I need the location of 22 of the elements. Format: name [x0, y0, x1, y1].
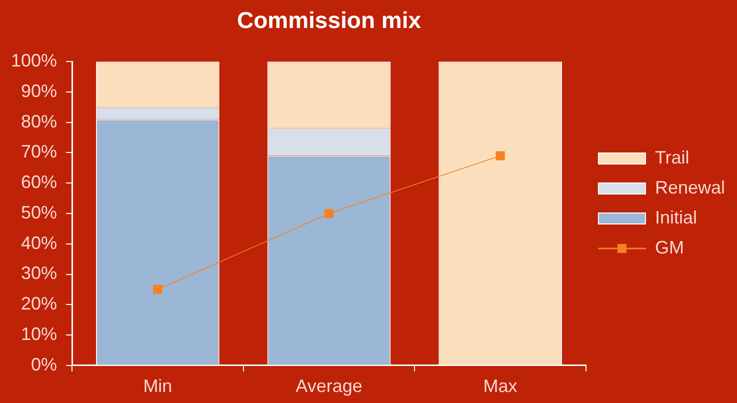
y-tick-label: 0%: [31, 354, 58, 374]
y-tick-label: 70%: [21, 142, 58, 162]
legend-label: Initial: [654, 207, 697, 228]
y-tick-label: 10%: [21, 324, 58, 344]
y-tick-label: 50%: [21, 202, 58, 222]
y-tick-label: 80%: [21, 111, 58, 132]
y-tick-label: 90%: [21, 80, 58, 101]
legend-label: GM: [654, 237, 684, 258]
y-tick-label: 30%: [21, 263, 58, 284]
point: [153, 284, 162, 294]
y-tick-label: 100%: [10, 50, 58, 71]
chart-title: Commission mix: [236, 7, 422, 34]
y-tick-label: 20%: [21, 294, 58, 314]
legend-label: Trail: [654, 147, 690, 168]
point: [496, 151, 505, 160]
x-tick-label: Min: [143, 376, 172, 396]
x-tick-label: Average: [296, 376, 362, 396]
y-tick-label: 40%: [21, 232, 58, 253]
x-tick-label: Max: [483, 376, 518, 396]
legend-label: Renewal: [654, 177, 726, 198]
point: [324, 208, 334, 218]
y-tick-label: 60%: [21, 172, 58, 192]
